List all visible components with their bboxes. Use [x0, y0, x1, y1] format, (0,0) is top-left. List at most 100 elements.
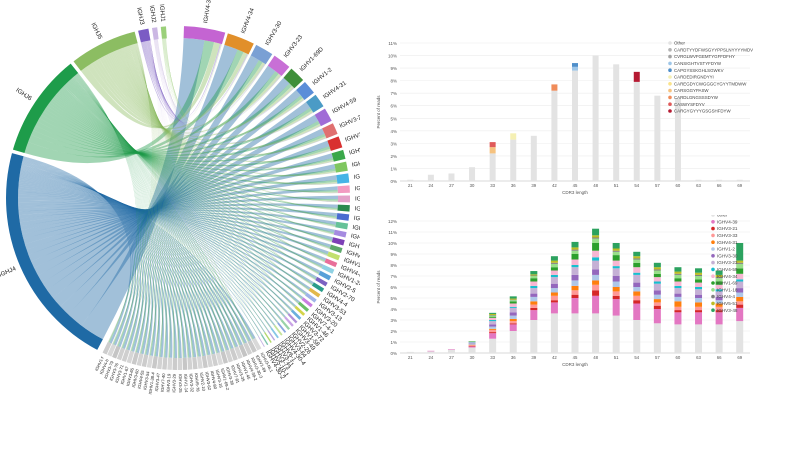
- bar-ighv3-23-48[interactable]: [592, 260, 600, 270]
- bar-ighv3-30-51[interactable]: [612, 276, 620, 282]
- bar-ighv1-2-51[interactable]: [612, 281, 620, 288]
- arc-ighv3-30[interactable]: [250, 44, 273, 65]
- bar-ighv4-34-63[interactable]: [695, 282, 703, 287]
- arc-ighv3-32[interactable]: [187, 357, 193, 370]
- bar-other-42[interactable]: [550, 313, 558, 353]
- legend-item-ighv4-34[interactable]: IGHV4-34: [717, 274, 738, 279]
- bar-ighv4-31-51[interactable]: [612, 287, 620, 292]
- arc-ighv3-29[interactable]: [172, 357, 178, 370]
- arc-ighv3-73[interactable]: [264, 332, 272, 343]
- bar-ighv4-31-63[interactable]: [695, 302, 703, 307]
- bar-ighv1-69-57[interactable]: [653, 273, 661, 278]
- bar-ighv4-34-42[interactable]: [550, 270, 558, 275]
- arc-ighj6[interactable]: [12, 63, 79, 153]
- bar-ighv5-51-45[interactable]: [571, 247, 579, 250]
- arc-ighv1-2[interactable]: [296, 81, 314, 100]
- bar-ighv3-21-45[interactable]: [571, 294, 579, 298]
- bar-ighv1-18-60[interactable]: [674, 274, 682, 279]
- bar-ighv4-59-66[interactable]: [715, 289, 723, 292]
- bar-other-39[interactable]: [530, 320, 538, 353]
- bar-ighv1-69-63[interactable]: [695, 279, 703, 283]
- bar-ighv3-33-63[interactable]: [695, 306, 703, 311]
- bar-ighv1-69-39[interactable]: [530, 278, 538, 282]
- legend-item-ighv3-23[interactable]: IGHV3-23: [717, 260, 738, 265]
- bar-ighv3-21-51[interactable]: [612, 295, 620, 300]
- bar-ighv4-4-69[interactable]: [736, 262, 744, 264]
- bar-ighv1-69-51[interactable]: [612, 255, 620, 261]
- arc-ighv3-71[interactable]: [121, 349, 130, 362]
- bar-ighv3-30-36[interactable]: [509, 312, 517, 316]
- bar-ighv1-18-66[interactable]: [715, 278, 723, 282]
- bar-ighv4-59-33[interactable]: [489, 320, 497, 322]
- bar-ighv1-69-33[interactable]: [489, 316, 497, 318]
- legend-item-ighv3-48[interactable]: IGHV3-48: [717, 308, 738, 313]
- bar-ighv4-39-48[interactable]: [592, 295, 600, 314]
- arc-ighj4[interactable]: [6, 153, 103, 350]
- bar-ighv3-30-57[interactable]: [653, 290, 661, 295]
- bar-ighv4-34-60[interactable]: [674, 281, 682, 286]
- bar-ighv1-18-57[interactable]: [653, 270, 661, 274]
- bar-ighv1-2-33[interactable]: [489, 326, 497, 329]
- arc-ighv1-69-2[interactable]: [215, 352, 224, 366]
- arc-ighv3-11[interactable]: [267, 330, 276, 341]
- arc-ighv3-53[interactable]: [308, 287, 321, 298]
- arc-ighv6-1[interactable]: [270, 327, 279, 339]
- arc-ighv4-34[interactable]: [224, 33, 254, 55]
- bar-ighv4-59-54[interactable]: [633, 272, 641, 275]
- arc-ighv4-39[interactable]: [183, 26, 226, 45]
- bar-other-27[interactable]: [447, 349, 455, 353]
- bar-ighv3-23-69[interactable]: [736, 281, 744, 289]
- bar-ighv3-21-60[interactable]: [674, 310, 682, 313]
- legend-item-ighv5-51[interactable]: IGHV5-51: [717, 301, 738, 306]
- bar-ighv4-4-51[interactable]: [612, 250, 620, 252]
- bar-ighv1-69-66[interactable]: [715, 281, 723, 285]
- arc-ighv3-47[interactable]: [157, 356, 163, 370]
- bar-ighv3-23-66[interactable]: [715, 291, 723, 297]
- bar-ighv3-21-39[interactable]: [530, 307, 538, 311]
- bar-ighv4-31-66[interactable]: [715, 303, 723, 307]
- bar-other-63[interactable]: [695, 324, 703, 353]
- bar-other-69[interactable]: [736, 179, 743, 181]
- arc-ighv2-10[interactable]: [196, 356, 203, 369]
- bar-ighv4-39-39[interactable]: [530, 310, 538, 320]
- arc-ighv5-51[interactable]: [336, 173, 350, 184]
- arc-ighv3-33[interactable]: [327, 136, 343, 151]
- bar-ighv3-23-54[interactable]: [633, 274, 641, 283]
- bar-ighv1-18-48[interactable]: [592, 238, 600, 243]
- bar-other-21[interactable]: [406, 351, 414, 353]
- bar-capgysskghlsgwkv-45[interactable]: [572, 63, 578, 67]
- bar-ighv1-69-36[interactable]: [509, 301, 517, 304]
- bar-ighv3-21-33[interactable]: [489, 332, 497, 334]
- bar-other-60[interactable]: [674, 324, 682, 353]
- bar-ighv4-4-39[interactable]: [530, 275, 538, 276]
- bar-ighv4-39-69[interactable]: [736, 307, 744, 322]
- arc-ighv3-64[interactable]: [277, 322, 287, 333]
- bar-ighv1-69-48[interactable]: [592, 243, 600, 251]
- legend-item-other[interactable]: other: [717, 215, 728, 218]
- bar-ighv5-51-33[interactable]: [489, 313, 497, 316]
- bar-other-57[interactable]: [653, 323, 661, 353]
- bar-ighv4-31-54[interactable]: [633, 291, 641, 296]
- bar-ighv3-30-63[interactable]: [695, 294, 703, 298]
- bar-ighv4-34-39[interactable]: [530, 281, 538, 286]
- bar-other-66[interactable]: [715, 324, 723, 353]
- bar-ighv4-39-42[interactable]: [550, 302, 558, 314]
- bar-ighv4-4-54[interactable]: [633, 258, 641, 260]
- legend-item-cardedirgndyyi[interactable]: CARDEDIRGNDYYI: [674, 75, 714, 80]
- bar-ighv4-34-51[interactable]: [612, 260, 620, 267]
- legend-item-ighv4-31[interactable]: IGHV4-31: [717, 240, 738, 245]
- arc-ighj3[interactable]: [138, 28, 151, 43]
- bar-ighv4-31-60[interactable]: [674, 301, 682, 307]
- arc-ighj1[interactable]: [160, 26, 167, 39]
- bar-ighv1-18-36[interactable]: [509, 300, 517, 302]
- bar-ighv3-33-51[interactable]: [612, 291, 620, 296]
- bar-ighv4-39-60[interactable]: [674, 312, 682, 325]
- legend-item-ighv3-33[interactable]: IGHV3-33: [717, 233, 738, 238]
- bar-ighv5-51-39[interactable]: [530, 274, 538, 276]
- arc-ighv4-28[interactable]: [337, 195, 350, 203]
- bar-ighv3-21-69[interactable]: [736, 304, 744, 308]
- bar-ighv3-30-66[interactable]: [715, 296, 723, 301]
- arc-ighv4-61[interactable]: [324, 258, 338, 268]
- bar-ighv1-18-54[interactable]: [633, 259, 641, 263]
- bar-ighv4-31-69[interactable]: [736, 296, 744, 302]
